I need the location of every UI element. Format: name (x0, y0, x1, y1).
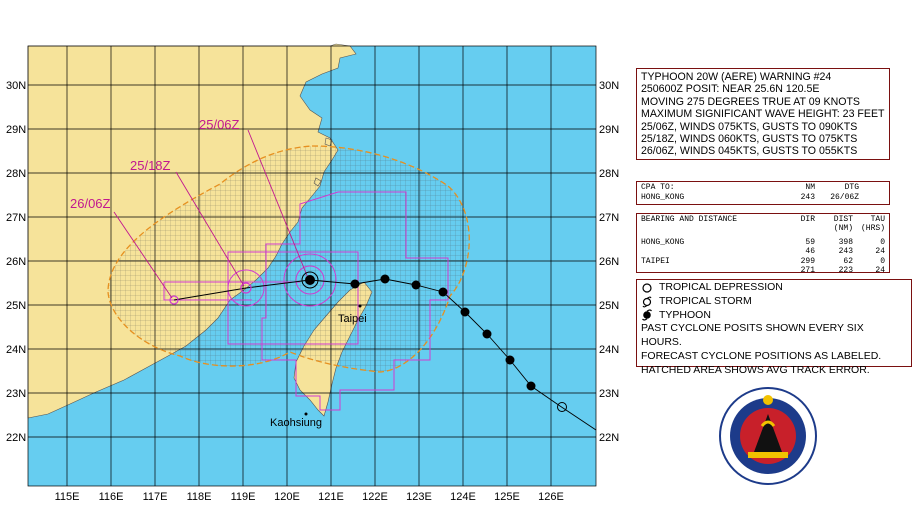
svg-text:25N: 25N (6, 300, 26, 312)
warning-line: 250600Z POSIT: NEAR 25.6N 120.5E (641, 83, 820, 96)
track-error-area (107, 145, 470, 373)
lat-labels-left: 30N 29N 28N 27N 26N 25N 24N 23N 22N (6, 80, 26, 444)
legend-note: PAST CYCLONE POSITS SHOWN EVERY SIX HOUR… (641, 322, 864, 349)
city-label: Taipei (338, 313, 367, 325)
svg-text:29N: 29N (6, 124, 26, 136)
city-taipei: Taipei (338, 304, 367, 325)
svg-text:26N: 26N (6, 256, 26, 268)
past-track-positions (350, 274, 567, 412)
cpa-header: CPA TO: NM DTG (641, 183, 859, 192)
svg-text:117E: 117E (143, 491, 168, 503)
svg-text:22N: 22N (6, 432, 26, 444)
svg-text:28N: 28N (599, 168, 619, 180)
cpa-row: HONG_KONG 243 26/06Z (641, 193, 859, 202)
forecast-label: 26/06Z (70, 196, 111, 211)
legend-item: TROPICAL DEPRESSION (641, 281, 907, 295)
svg-text:24N: 24N (599, 344, 619, 356)
legend-item: TYPHOON (641, 309, 907, 323)
svg-text:125E: 125E (494, 491, 520, 503)
bearing-row: HONG_KONG 59 398 0 (641, 237, 885, 247)
svg-text:23N: 23N (599, 388, 619, 400)
bearing-row: TAIPEI 299 62 0 (641, 256, 885, 266)
forecast-label: 25/06Z (199, 117, 240, 132)
bearing-distance-box: BEARING AND DISTANCE DIR DIST TAU (NM) (… (636, 213, 890, 276)
svg-text:30N: 30N (599, 80, 619, 92)
svg-text:120E: 120E (274, 491, 300, 503)
svg-text:27N: 27N (599, 212, 619, 224)
lon-labels: 115E 116E 117E 118E 119E 120E 121E 122E … (55, 491, 564, 503)
forecast-track (173, 279, 311, 301)
bearing-row: 46 243 24 (805, 247, 885, 257)
warning-line: TYPHOON 20W (AERE) WARNING #24 (641, 71, 832, 83)
warning-info-box: TYPHOON 20W (AERE) WARNING #24 250600Z P… (636, 68, 890, 160)
svg-text:124E: 124E (450, 491, 476, 503)
svg-text:122E: 122E (362, 491, 388, 503)
warning-line: 26/06Z, WINDS 045KTS, GUSTS TO 055KTS (641, 145, 858, 158)
bearing-header: BEARING AND DISTANCE DIR DIST TAU (641, 215, 885, 224)
svg-text:121E: 121E (318, 491, 344, 503)
svg-text:30N: 30N (6, 80, 26, 92)
svg-text:28N: 28N (6, 168, 26, 180)
city-kaohsiung: Kaohsiung (270, 412, 322, 429)
svg-text:29N: 29N (599, 124, 619, 136)
tropical-storm-icon (642, 296, 652, 308)
svg-text:115E: 115E (55, 491, 80, 503)
forecast-label: 25/18Z (130, 158, 171, 173)
warning-line: MAXIMUM SIGNIFICANT WAVE HEIGHT: 23 FEET (641, 108, 885, 121)
svg-text:22N: 22N (599, 432, 619, 444)
lat-labels-right: 30N 29N 28N 27N 26N 25N 24N 23N 22N (599, 80, 619, 444)
svg-text:25N: 25N (599, 300, 619, 312)
svg-text:23N: 23N (6, 388, 26, 400)
current-position-marker (301, 271, 319, 289)
city-label: Kaohsiung (270, 417, 322, 429)
svg-text:123E: 123E (406, 491, 432, 503)
legend-item: TROPICAL STORM (641, 295, 907, 309)
bearing-row: 271 223 24 (800, 266, 885, 276)
svg-text:116E: 116E (99, 491, 124, 503)
tropical-depression-icon (642, 283, 652, 293)
warning-line: 25/06Z, WINDS 075KTS, GUSTS TO 090KTS (641, 120, 858, 133)
cpa-box: CPA TO: NM DTG HONG_KONG 243 26/06Z (636, 181, 890, 205)
bearing-subheader: (NM) (HRS) (833, 224, 885, 234)
forecast-label-leaders (113, 129, 309, 299)
warning-line: 25/18Z, WINDS 060KTS, GUSTS TO 075KTS (641, 133, 858, 146)
island (324, 137, 333, 147)
wind-radii (163, 191, 449, 411)
forecast-position-marker (169, 295, 179, 305)
warning-line: MOVING 275 DEGREES TRUE AT 09 KNOTS (641, 95, 861, 108)
svg-text:119E: 119E (231, 491, 256, 503)
legend-note: FORECAST CYCLONE POSITIONS AS LABELED. (641, 349, 882, 362)
svg-text:27N: 27N (6, 212, 26, 224)
legend-box: TROPICAL DEPRESSION TROPICAL STORM TYPHO… (636, 279, 912, 376)
typhoon-icon (642, 309, 652, 322)
jtwc-seal-logo (719, 387, 817, 485)
svg-text:26N: 26N (599, 256, 619, 268)
svg-text:118E: 118E (187, 491, 212, 503)
forecast-position-marker (240, 282, 252, 294)
svg-text:24N: 24N (6, 344, 26, 356)
svg-text:126E: 126E (538, 491, 564, 503)
legend-note: HATCHED AREA SHOWS AVG TRACK ERROR. (641, 363, 870, 376)
